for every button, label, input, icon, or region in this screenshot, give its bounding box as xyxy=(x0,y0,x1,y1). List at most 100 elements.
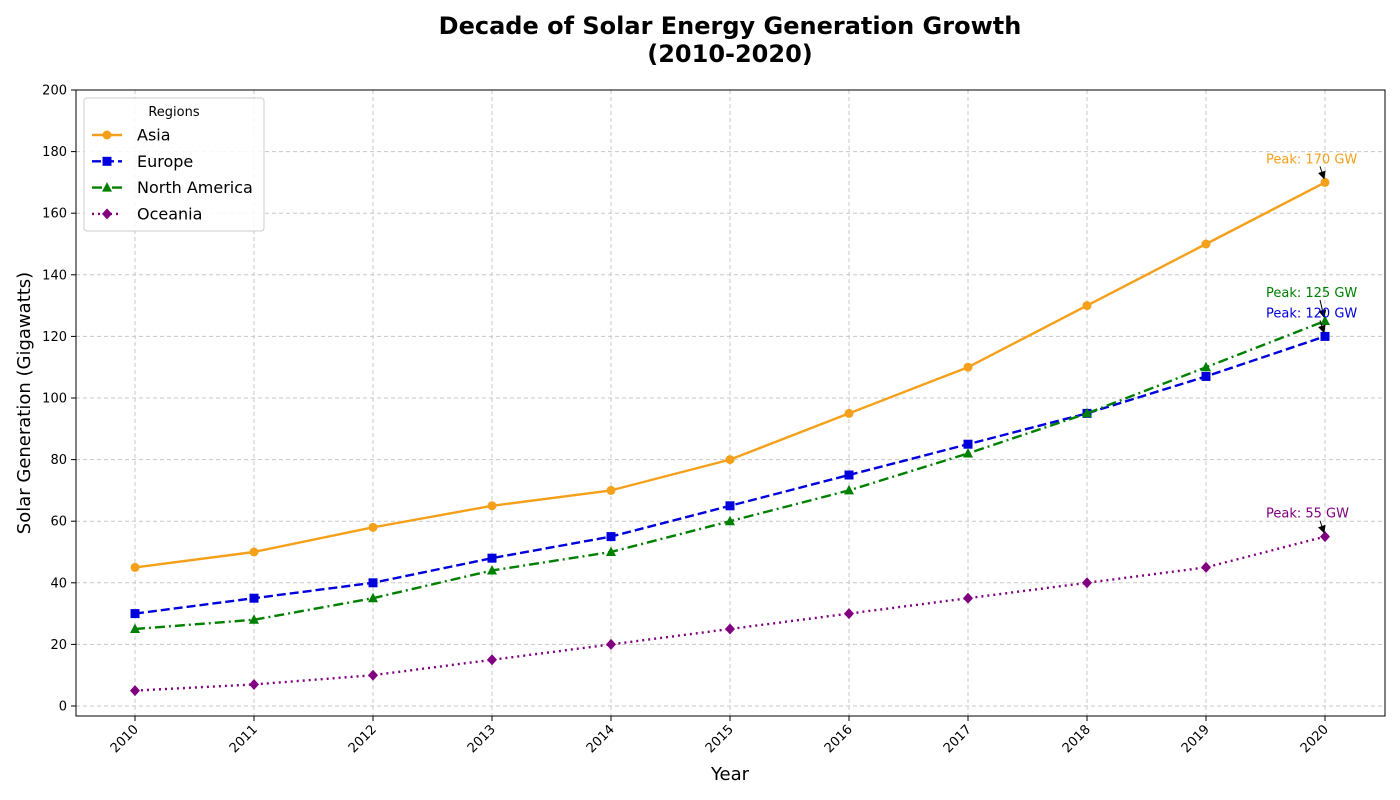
legend-box xyxy=(83,97,265,232)
y-axis: 0 20 40 60 80 100 120 140 160 180 200 xyxy=(42,84,76,715)
data-point-oceania xyxy=(725,623,735,635)
y-axis-label: Solar Generation (Gigawatts) xyxy=(14,272,35,534)
series-asia xyxy=(130,177,1330,572)
data-point-europe xyxy=(368,578,378,588)
data-point-oceania xyxy=(1201,561,1211,573)
data-point-oceania xyxy=(130,685,140,697)
peak-annotation: Peak: 55 GW xyxy=(1266,507,1349,522)
data-point-north-america xyxy=(1201,361,1211,372)
x-tick-label: 2015 xyxy=(703,722,737,756)
annotation-arrow xyxy=(1318,299,1327,318)
legend-item-oceania: Oceania xyxy=(92,204,202,223)
y-tick-label: 160 xyxy=(42,207,67,222)
data-point-oceania xyxy=(368,669,378,681)
chart-title-line-1: Decade of Solar Energy Generation Growth xyxy=(439,12,1022,40)
legend: Regions Asia Europe North America Oceania xyxy=(83,97,265,232)
x-axis: 2010 2011 2012 2013 2014 2015 2016 2017 2018 2019… xyxy=(108,716,1332,756)
legend-item-europe: Europe xyxy=(92,152,193,171)
y-tick-label: 100 xyxy=(42,392,67,407)
data-point-oceania xyxy=(1320,531,1330,543)
data-point-north-america xyxy=(487,564,497,575)
x-tick-label: 2017 xyxy=(941,722,975,756)
data-point-asia xyxy=(1320,177,1330,187)
legend-label: Asia xyxy=(137,126,171,145)
data-point-oceania xyxy=(249,678,259,690)
data-point-north-america xyxy=(130,623,140,633)
y-tick-label: 60 xyxy=(50,515,67,530)
peak-annotation: Peak: 170 GW xyxy=(1266,152,1357,167)
x-tick-label: 2011 xyxy=(227,722,261,756)
x-tick-label: 2018 xyxy=(1060,722,1094,756)
y-tick-label: 200 xyxy=(42,84,67,99)
data-point-oceania xyxy=(963,592,973,604)
legend-title: Regions xyxy=(148,105,200,120)
annotation-arrow xyxy=(1317,320,1326,334)
data-point-oceania xyxy=(487,654,497,666)
legend-marker xyxy=(102,208,112,220)
data-point-north-america xyxy=(1320,315,1330,325)
y-tick-label: 180 xyxy=(42,145,67,160)
x-axis-label: Year xyxy=(710,764,750,785)
peak-annotation: Peak: 125 GW xyxy=(1266,286,1357,301)
legend-label: Oceania xyxy=(137,204,202,223)
data-point-asia xyxy=(1082,301,1092,311)
y-tick-label: 80 xyxy=(50,453,67,468)
data-point-north-america xyxy=(249,614,259,624)
x-tick-label: 2014 xyxy=(584,722,618,756)
data-point-north-america xyxy=(606,546,616,556)
series-line-oceania xyxy=(134,535,1326,692)
data-point-asia xyxy=(844,408,854,418)
data-point-europe xyxy=(606,532,616,542)
data-point-north-america xyxy=(844,484,854,495)
data-point-asia xyxy=(606,485,616,495)
legend-marker xyxy=(102,182,112,192)
data-point-europe xyxy=(963,439,973,449)
annotation-arrow xyxy=(1317,520,1326,534)
y-tick-label: 140 xyxy=(42,268,67,283)
peak-annotation: Peak: 120 GW xyxy=(1266,306,1357,321)
legend-marker xyxy=(102,130,112,140)
data-point-europe xyxy=(1201,371,1211,381)
x-tick-label: 2010 xyxy=(108,722,142,756)
series-north-america xyxy=(130,315,1330,633)
data-point-asia xyxy=(725,455,735,465)
data-point-europe xyxy=(844,470,854,480)
y-tick-label: 40 xyxy=(50,576,67,591)
data-point-north-america xyxy=(1082,407,1092,418)
data-point-asia xyxy=(963,362,973,372)
data-point-asia xyxy=(249,547,259,557)
x-tick-label: 2013 xyxy=(465,722,499,756)
y-tick-label: 120 xyxy=(42,330,67,345)
series-group xyxy=(130,177,1330,697)
y-tick-label: 20 xyxy=(50,638,67,653)
legend-item-asia: Asia xyxy=(92,126,171,145)
data-point-asia xyxy=(1201,239,1211,249)
x-tick-label: 2016 xyxy=(822,722,856,756)
legend-label: Europe xyxy=(137,152,193,171)
x-tick-label: 2012 xyxy=(346,722,380,756)
data-point-north-america xyxy=(725,515,735,526)
data-point-europe xyxy=(249,593,259,603)
data-point-oceania xyxy=(1082,577,1092,589)
y-tick-label: 0 xyxy=(59,700,67,715)
data-point-north-america xyxy=(368,592,378,603)
legend-marker xyxy=(102,156,112,166)
annotations: Peak: 170 GW Peak: 125 GW Peak: 120 GW Peak… xyxy=(1266,152,1357,534)
x-tick-label: 2020 xyxy=(1298,722,1332,756)
x-tick-label: 2019 xyxy=(1179,722,1213,756)
chart-title-line-2: (2010-2020) xyxy=(647,40,813,68)
data-point-asia xyxy=(130,562,140,572)
series-oceania xyxy=(130,531,1330,697)
data-point-asia xyxy=(368,522,378,532)
data-point-asia xyxy=(487,501,497,511)
data-point-europe xyxy=(725,501,735,511)
data-point-europe xyxy=(1320,331,1330,341)
legend-label: North America xyxy=(137,178,253,197)
data-point-oceania xyxy=(606,638,616,650)
grid xyxy=(76,89,1385,716)
data-point-europe xyxy=(487,553,497,563)
annotation-arrow xyxy=(1317,166,1326,180)
data-point-north-america xyxy=(963,447,973,458)
data-point-europe xyxy=(130,609,140,619)
